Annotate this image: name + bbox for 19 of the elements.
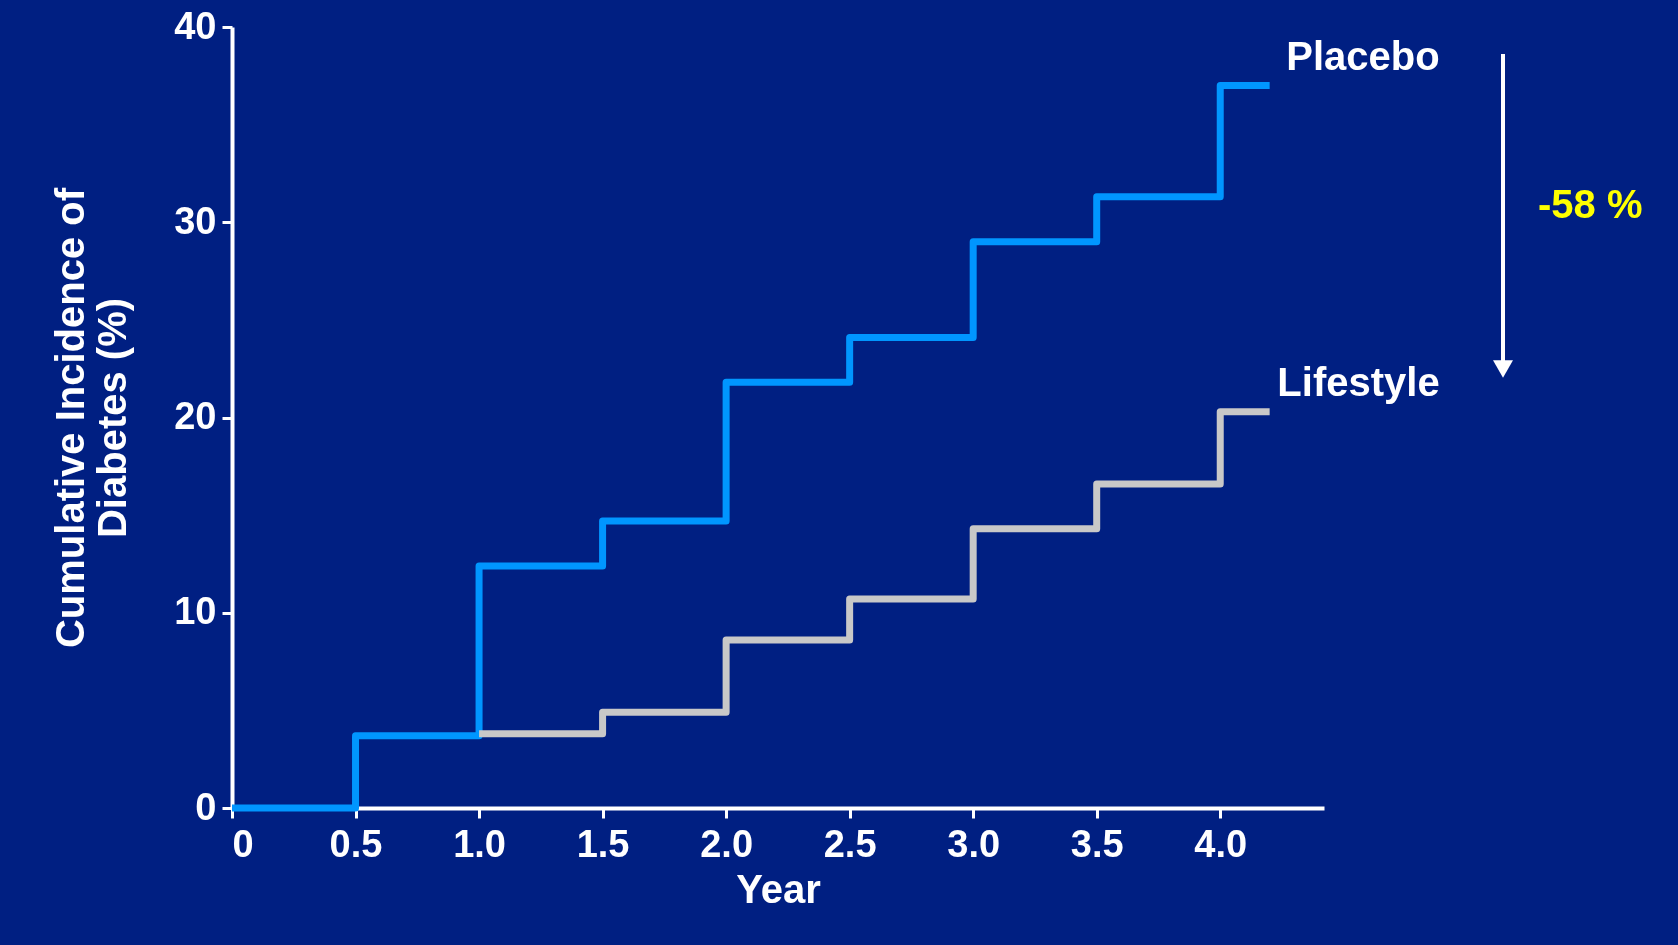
series-label: Lifestyle [1277, 359, 1440, 404]
y-tick-label: 20 [174, 395, 217, 437]
x-tick-label: 4.0 [1194, 822, 1248, 865]
y-tick-label: 0 [195, 785, 217, 828]
text: -58 % [1538, 182, 1643, 226]
y-tick-label: 10 [174, 590, 217, 633]
x-tick-label: 2.5 [823, 822, 877, 865]
y-tick-label: 30 [174, 199, 217, 242]
x-axis-title: Year [736, 866, 821, 911]
x-tick-label: 0 [232, 822, 254, 865]
y-tick-label: 40 [174, 4, 217, 47]
x-tick-label: 2.0 [700, 822, 754, 865]
x-tick-label: 3.5 [1070, 822, 1124, 865]
y-axis-title: Cumulative Incidence of Diabetes (%) [48, 187, 135, 649]
x-tick-label: 3.0 [947, 822, 1001, 865]
x-tick-label: 0.5 [329, 822, 383, 865]
x-tick-label: 1.5 [576, 822, 630, 865]
series-label: Placebo [1286, 33, 1440, 78]
x-tick-label: 1.0 [453, 822, 506, 865]
